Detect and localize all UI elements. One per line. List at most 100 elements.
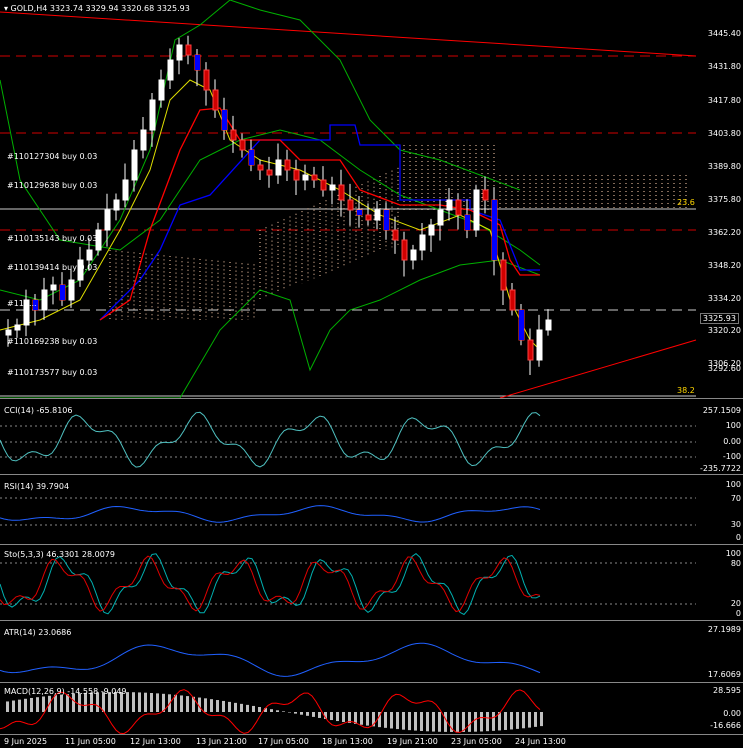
candle-body xyxy=(473,189,480,231)
macd-histogram-bar xyxy=(408,712,411,731)
macd-histogram-bar xyxy=(420,712,423,731)
macd-axis-max: 28.595 xyxy=(713,686,741,695)
candle-body xyxy=(455,199,462,216)
macd-histogram-bar xyxy=(312,712,315,717)
macd-histogram-bar xyxy=(138,692,141,712)
macd-histogram-bar xyxy=(384,712,387,728)
macd-histogram-bar xyxy=(18,699,21,712)
candle-body xyxy=(212,89,219,111)
macd-histogram-bar xyxy=(462,712,465,732)
candle-body xyxy=(302,174,309,181)
price-axis-label: 3362.20 xyxy=(707,228,741,237)
price-axis-label: 3292.60 xyxy=(707,364,741,373)
price-axis-label: 3334.20 xyxy=(707,294,741,303)
macd-histogram-bar xyxy=(540,712,543,727)
rsi-title: RSI(14) 39.7904 xyxy=(4,482,70,491)
macd-histogram-bar xyxy=(36,697,39,712)
rsi-canvas[interactable] xyxy=(0,476,743,544)
order-label[interactable]: #110135143 buy 0.03 xyxy=(7,234,98,243)
price-axis-label: 3403.80 xyxy=(707,129,741,138)
macd-histogram-bar xyxy=(534,712,537,727)
macd-histogram-bar xyxy=(6,701,9,712)
macd-histogram-bar xyxy=(300,712,303,715)
atr-axis-min: 17.6069 xyxy=(707,670,741,679)
price-axis-label: 3320.20 xyxy=(707,326,741,335)
macd-histogram-bar xyxy=(12,700,15,712)
atr-title: ATR(14) 23.0686 xyxy=(4,628,72,637)
macd-histogram-bar xyxy=(516,712,519,729)
macd-histogram-bar xyxy=(336,712,339,722)
candle-body xyxy=(437,209,444,226)
candle-body xyxy=(23,299,30,326)
bollinger-lower-line xyxy=(0,259,541,398)
macd-histogram-bar xyxy=(522,712,525,729)
time-axis-label: 19 Jun 21:00 xyxy=(387,737,438,746)
support-trendline xyxy=(499,339,697,398)
candle-body xyxy=(68,279,75,301)
order-label[interactable]: #110139414 buy 0.03 xyxy=(7,263,98,272)
rsi-pane[interactable]: RSI(14) 39.7904 100 70 30 0 xyxy=(0,476,743,545)
macd-histogram-bar xyxy=(444,712,447,732)
order-label[interactable]: #110169238 buy 0.03 xyxy=(7,337,98,346)
order-label[interactable]: #110129638 buy 0.03 xyxy=(7,181,98,190)
candle-body xyxy=(5,329,12,336)
cci-title: CCI(14) -65.8106 xyxy=(4,406,73,415)
candle-body xyxy=(401,239,408,261)
price-axis-label: 3306.20 xyxy=(707,359,741,368)
macd-histogram-bar xyxy=(528,712,531,728)
time-axis-label: 18 Jun 13:00 xyxy=(322,737,373,746)
macd-histogram-bar xyxy=(366,712,369,726)
kijun-line xyxy=(99,124,540,321)
candle-body xyxy=(195,55,200,70)
candle-body xyxy=(492,200,497,260)
atr-axis-max: 27.1989 xyxy=(707,625,741,634)
macd-canvas[interactable] xyxy=(0,684,743,734)
cci-pane[interactable]: CCI(14) -65.8106 257.1509 100 0.00 -100 … xyxy=(0,400,743,475)
atr-pane[interactable]: ATR(14) 23.0686 27.1989 17.6069 xyxy=(0,622,743,683)
macd-histogram-bar xyxy=(270,709,273,712)
cci-canvas[interactable] xyxy=(0,400,743,474)
candle-body xyxy=(122,179,129,201)
macd-histogram-bar xyxy=(306,712,309,716)
price-chart-canvas[interactable] xyxy=(0,0,743,398)
candle-body xyxy=(167,59,174,81)
atr-canvas[interactable] xyxy=(0,622,743,682)
rsi-axis-0: 0 xyxy=(735,533,741,542)
candle-body xyxy=(509,289,516,311)
macd-histogram-bar xyxy=(450,712,453,732)
macd-histogram-bar xyxy=(294,712,297,714)
candle-body xyxy=(482,189,489,201)
candle-body xyxy=(275,159,282,176)
candle-body xyxy=(33,300,38,310)
macd-histogram-bar xyxy=(114,692,117,712)
candle-body xyxy=(257,164,264,171)
stochastic-canvas[interactable] xyxy=(0,546,743,620)
macd-pane[interactable]: MACD(12,26,9) -14.558 -9.049 28.595 0.00… xyxy=(0,684,743,735)
time-axis-label: 9 Jun 2025 xyxy=(4,737,48,746)
fib-38-label: 38.2 xyxy=(677,386,695,395)
price-chart-pane[interactable]: ▾ GOLD,H4 3323.74 3329.94 3320.68 3325.9… xyxy=(0,0,743,399)
macd-histogram-bar xyxy=(162,693,165,712)
macd-histogram-bar xyxy=(156,693,159,712)
macd-histogram-bar xyxy=(354,712,357,724)
sto-axis-100: 100 xyxy=(725,549,741,558)
order-label[interactable]: #110127304 buy 0.03 xyxy=(7,152,98,161)
stochastic-pane[interactable]: Sto(5,3,3) 46.3301 28.0079 100 80 20 0 xyxy=(0,546,743,621)
candle-body xyxy=(419,234,426,251)
macd-histogram-bar xyxy=(510,712,513,730)
atr-line xyxy=(0,642,541,677)
candle-body xyxy=(14,324,21,331)
price-axis-label: 3348.20 xyxy=(707,261,741,270)
macd-histogram-bar xyxy=(498,712,501,731)
order-label[interactable]: #110... xyxy=(7,299,37,308)
candle-body xyxy=(203,69,210,91)
macd-histogram-bar xyxy=(126,692,129,712)
macd-histogram-bar xyxy=(318,712,321,718)
macd-histogram-bar xyxy=(120,692,123,712)
cci-axis-0: 0.00 xyxy=(723,437,741,446)
stochastic-main-line xyxy=(0,552,541,616)
candle-body xyxy=(104,209,111,231)
order-label[interactable]: #110173577 buy 0.03 xyxy=(7,368,98,377)
macd-histogram-bar xyxy=(288,712,291,713)
macd-histogram-bar xyxy=(90,692,93,712)
